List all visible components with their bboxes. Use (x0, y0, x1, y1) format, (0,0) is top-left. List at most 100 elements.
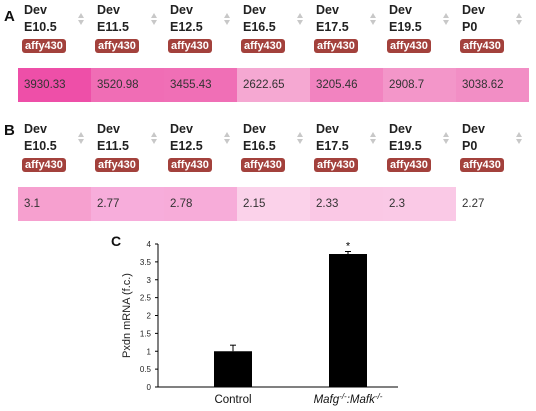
column-dev-label: Dev (462, 122, 485, 136)
column-stage-label: E16.5 (243, 139, 276, 153)
column-header[interactable]: Dev E12.5 affy430 (164, 3, 237, 53)
sort-down-icon (370, 20, 376, 25)
sort-icon[interactable] (443, 13, 450, 29)
column-dev-label: Dev (389, 3, 412, 17)
sort-up-icon (370, 13, 376, 18)
platform-badge: affy430 (22, 158, 66, 172)
column-dev-label: Dev (316, 122, 339, 136)
sort-up-icon (151, 13, 157, 18)
sort-icon[interactable] (78, 132, 85, 148)
sort-icon[interactable] (516, 132, 523, 148)
column-stage-label: E16.5 (243, 20, 276, 34)
column-stage-label: E17.5 (316, 20, 349, 34)
platform-badge: affy430 (95, 39, 139, 53)
table-cell: 2908.7 (383, 68, 456, 102)
column-header[interactable]: Dev E17.5 affy430 (310, 3, 383, 53)
sort-up-icon (78, 13, 84, 18)
table-value-row: 3.1 2.77 2.78 2.15 2.33 2.3 2.27 (18, 187, 530, 221)
panel-label-c: C (111, 233, 122, 249)
platform-badge: affy430 (168, 158, 212, 172)
table-cell: 2.27 (462, 198, 485, 210)
column-stage-label: P0 (462, 20, 478, 34)
table-cell: 2.77 (91, 187, 164, 221)
y-tick-label: 0 (147, 383, 152, 392)
sort-icon[interactable] (78, 13, 85, 29)
platform-badge: affy430 (314, 39, 358, 53)
sort-icon[interactable] (370, 13, 377, 29)
sort-down-icon (224, 139, 230, 144)
sort-icon[interactable] (297, 13, 304, 29)
column-header[interactable]: Dev E10.5 affy430 (18, 3, 91, 53)
column-stage-label: P0 (462, 139, 478, 153)
sort-down-icon (516, 139, 522, 144)
column-header[interactable]: Dev E11.5 affy430 (91, 3, 164, 53)
platform-badge: affy430 (314, 158, 358, 172)
column-dev-label: Dev (243, 122, 266, 136)
column-stage-label: E11.5 (97, 20, 129, 34)
platform-badge: affy430 (241, 158, 285, 172)
column-header[interactable]: Dev E16.5 affy430 (237, 3, 310, 53)
column-header[interactable]: Dev E19.5 affy430 (383, 3, 456, 53)
sort-down-icon (297, 139, 303, 144)
table-cell: 3205.46 (310, 68, 383, 102)
sort-icon[interactable] (151, 13, 158, 29)
panel-label-a: A (4, 8, 15, 25)
column-dev-label: Dev (24, 122, 47, 136)
column-header[interactable]: Dev P0 affy430 (456, 3, 529, 53)
sort-down-icon (443, 20, 449, 25)
label-text: :Mafk (347, 394, 376, 406)
sort-up-icon (297, 132, 303, 137)
platform-badge: affy430 (22, 39, 66, 53)
y-tick-label: 4 (147, 240, 152, 249)
column-header[interactable]: Dev E19.5 affy430 (383, 122, 456, 172)
sort-down-icon (297, 20, 303, 25)
expression-table-a: Dev E10.5 affy430 Dev E11.5 affy430 Dev E12.5 af… (18, 3, 530, 107)
column-dev-label: Dev (24, 3, 47, 17)
sort-icon[interactable] (151, 132, 158, 148)
sort-down-icon (516, 20, 522, 25)
sort-down-icon (151, 139, 157, 144)
column-stage-label: E12.5 (170, 20, 203, 34)
sort-icon[interactable] (516, 13, 523, 29)
sort-up-icon (443, 13, 449, 18)
table-header-row: Dev E10.5 affy430 Dev E11.5 affy430 Dev E12.5 af… (18, 3, 530, 53)
column-dev-label: Dev (389, 122, 412, 136)
sort-down-icon (78, 20, 84, 25)
column-dev-label: Dev (97, 122, 120, 136)
y-tick-label: 3 (147, 276, 152, 285)
sort-up-icon (370, 132, 376, 137)
column-stage-label: E10.5 (24, 20, 57, 34)
label-text: Mafg (314, 394, 340, 406)
superscript-text: -/- (339, 392, 347, 401)
table-cell: 3455.43 (164, 68, 237, 102)
superscript-text: -/- (375, 392, 383, 401)
sort-icon[interactable] (297, 132, 304, 148)
column-dev-label: Dev (243, 3, 266, 17)
sort-icon[interactable] (224, 13, 231, 29)
column-header[interactable]: Dev E16.5 affy430 (237, 122, 310, 172)
table-header-row: Dev E10.5 affy430 Dev E11.5 affy430 Dev E12.5 af… (18, 122, 530, 172)
platform-badge: affy430 (95, 158, 139, 172)
sort-down-icon (443, 139, 449, 144)
panel-label-b: B (4, 122, 15, 139)
y-tick-label: 1.5 (140, 329, 152, 338)
bar (214, 351, 252, 387)
sort-up-icon (224, 13, 230, 18)
column-dev-label: Dev (170, 122, 193, 136)
column-stage-label: E19.5 (389, 20, 422, 34)
column-header[interactable]: Dev E17.5 affy430 (310, 122, 383, 172)
x-tick-label: Control (214, 394, 251, 406)
column-dev-label: Dev (97, 3, 120, 17)
table-cell: 3.1 (18, 187, 91, 221)
y-tick-label: 3.5 (140, 258, 152, 267)
sort-up-icon (443, 132, 449, 137)
table-cell: 3038.62 (456, 68, 529, 102)
column-header[interactable]: Dev E10.5 affy430 (18, 122, 91, 172)
sort-icon[interactable] (224, 132, 231, 148)
sort-icon[interactable] (370, 132, 377, 148)
column-header[interactable]: Dev E12.5 affy430 (164, 122, 237, 172)
sort-down-icon (224, 20, 230, 25)
column-header[interactable]: Dev E11.5 affy430 (91, 122, 164, 172)
column-header[interactable]: Dev P0 affy430 (456, 122, 529, 172)
sort-icon[interactable] (443, 132, 450, 148)
